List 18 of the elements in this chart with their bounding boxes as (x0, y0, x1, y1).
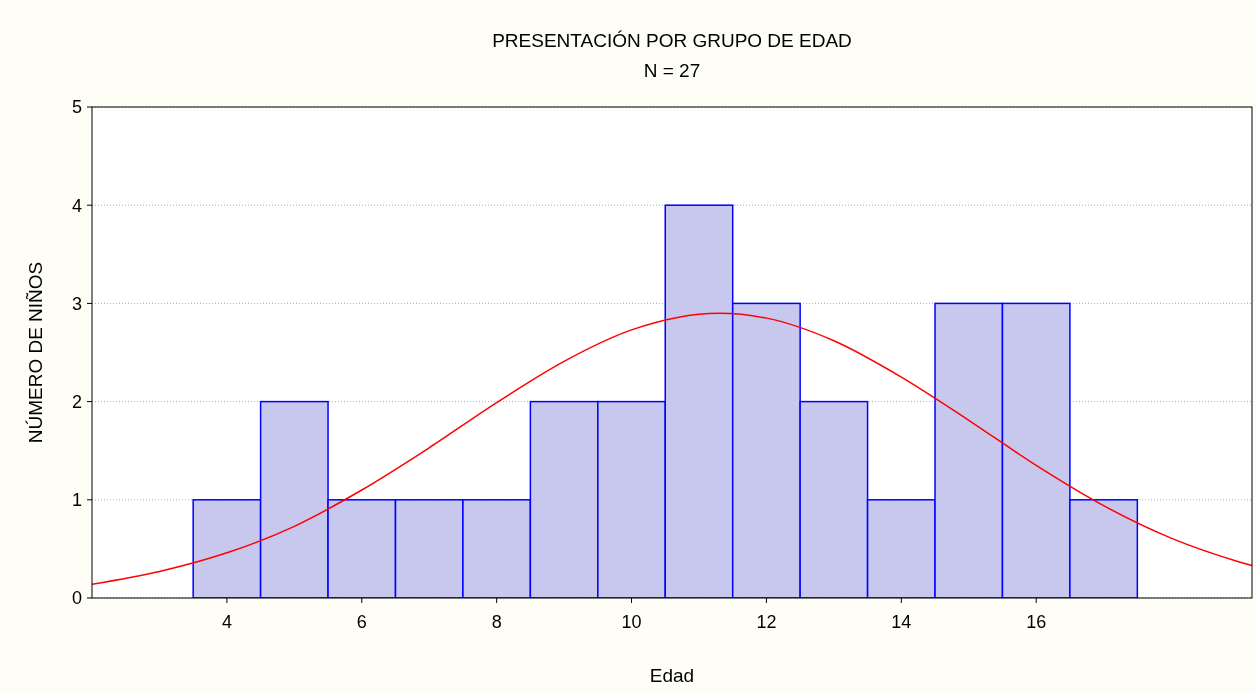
x-tick-label: 10 (621, 612, 642, 632)
chart-title: PRESENTACIÓN POR GRUPO DE EDAD (492, 30, 852, 51)
x-tick-label: 6 (356, 612, 367, 632)
y-tick-label: 3 (71, 293, 82, 314)
line-series (92, 312, 1252, 585)
x-tick-label: 4 (221, 612, 232, 632)
chart-subtitle: N = 27 (643, 60, 701, 81)
y-tick-label: 5 (71, 97, 82, 118)
y-tick-label: 0 (71, 588, 82, 609)
y-tick-label: 2 (71, 391, 82, 412)
y-tick-label: 4 (71, 195, 82, 216)
y-tick-label: 1 (71, 490, 82, 511)
x-axis-title: Edad (649, 665, 695, 686)
x-tick-label: 14 (891, 612, 912, 632)
x-tick-label: 16 (1026, 612, 1047, 632)
x-tick-label: 8 (491, 612, 502, 632)
y-axis-title: NÚMERO DE NIÑOS (25, 261, 46, 444)
x-tick-label: 12 (756, 612, 777, 632)
